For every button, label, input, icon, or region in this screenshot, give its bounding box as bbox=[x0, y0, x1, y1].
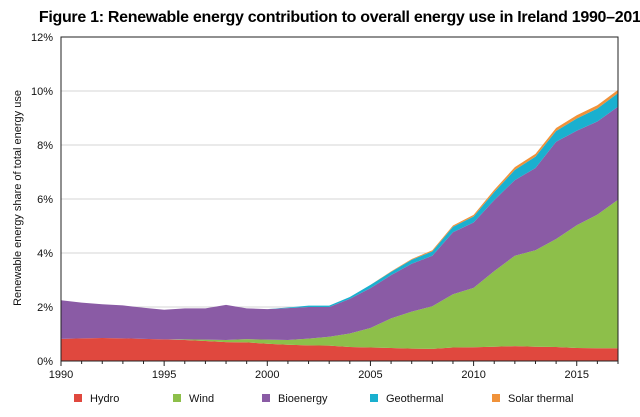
legend-label: Geothermal bbox=[386, 393, 443, 405]
x-tick-label: 1990 bbox=[49, 369, 73, 381]
legend-swatch bbox=[262, 394, 270, 402]
legend-label: Bioenergy bbox=[278, 393, 328, 405]
area-series bbox=[61, 89, 618, 361]
y-axis-label: Renewable energy share of total energy u… bbox=[12, 90, 24, 306]
y-tick-label: 4% bbox=[37, 248, 53, 260]
area-bioenergy bbox=[61, 106, 618, 340]
legend-label: Solar thermal bbox=[508, 393, 573, 405]
legend-swatch bbox=[74, 394, 82, 402]
y-tick-label: 0% bbox=[37, 356, 53, 368]
area-wind bbox=[61, 199, 618, 349]
chart-title: Figure 1: Renewable energy contribution … bbox=[39, 9, 640, 26]
x-tick-labels: 1990 1995 2000 2005 2010 2015 bbox=[49, 369, 589, 381]
y-tick-label: 12% bbox=[31, 32, 53, 44]
legend-item-wind: Wind bbox=[173, 393, 214, 405]
plot-frame bbox=[60, 36, 619, 362]
area-hydro bbox=[61, 338, 618, 361]
legend-item-hydro: Hydro bbox=[74, 393, 119, 405]
y-tick-label: 6% bbox=[37, 194, 53, 206]
legend-swatch bbox=[492, 394, 500, 402]
y-tick-label: 10% bbox=[31, 86, 53, 98]
x-tick-label: 2005 bbox=[358, 369, 382, 381]
legend-item-solar-thermal: Solar thermal bbox=[492, 393, 573, 405]
x-tick-label: 2000 bbox=[255, 369, 279, 381]
legend-label: Hydro bbox=[90, 393, 119, 405]
y-tick-label: 2% bbox=[37, 302, 53, 314]
x-tick-label: 2010 bbox=[461, 369, 485, 381]
legend-item-bioenergy: Bioenergy bbox=[262, 393, 328, 405]
legend-swatch bbox=[370, 394, 378, 402]
axes bbox=[60, 36, 619, 366]
legend-swatch bbox=[173, 394, 181, 402]
x-tick-label: 2015 bbox=[564, 369, 588, 381]
legend-label: Wind bbox=[189, 393, 214, 405]
x-tick-label: 1995 bbox=[152, 369, 176, 381]
y-tick-labels: 0% 2% 4% 6% 8% 10% 12% bbox=[31, 32, 53, 368]
legend: Hydro Wind Bioenergy Geothermal Solar therma… bbox=[74, 393, 573, 405]
y-tick-label: 8% bbox=[37, 140, 53, 152]
legend-item-geothermal: Geothermal bbox=[370, 393, 443, 405]
